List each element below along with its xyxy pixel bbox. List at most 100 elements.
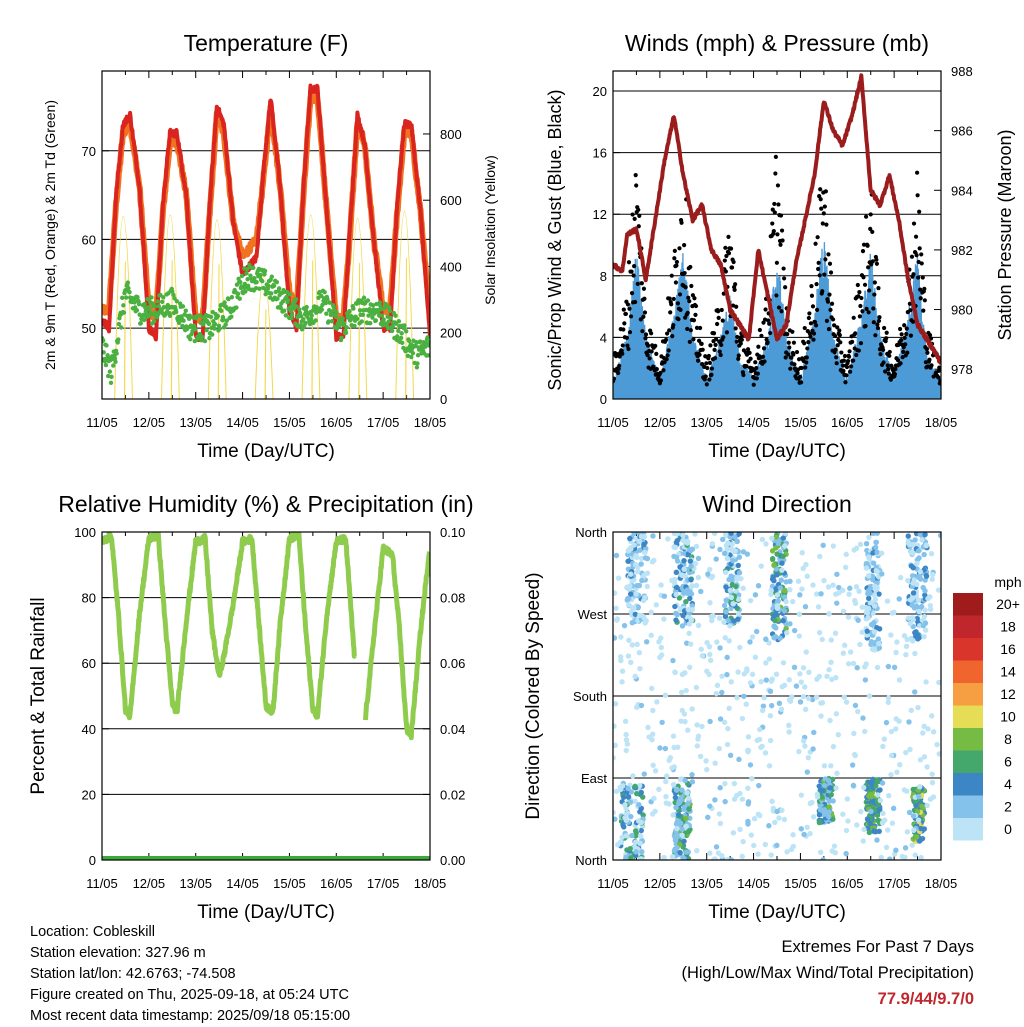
direction-point bbox=[674, 611, 680, 618]
direction-point bbox=[622, 802, 628, 808]
direction-point bbox=[771, 562, 777, 568]
x-tick-label: 15/05 bbox=[273, 415, 306, 430]
direction-point bbox=[929, 713, 935, 719]
direction-point bbox=[755, 851, 761, 857]
x-tick-label: 12/05 bbox=[133, 415, 166, 430]
colorbar-swatch bbox=[953, 683, 983, 706]
direction-point bbox=[770, 805, 777, 812]
gust-point bbox=[705, 365, 710, 371]
gust-point bbox=[707, 360, 713, 366]
td-point bbox=[224, 318, 230, 323]
gust-point bbox=[617, 354, 622, 359]
td-point bbox=[229, 295, 235, 300]
direction-point bbox=[677, 849, 683, 856]
direction-point bbox=[725, 725, 731, 732]
td-point bbox=[379, 307, 384, 312]
direction-point bbox=[921, 754, 928, 760]
gust-point bbox=[751, 382, 756, 387]
gust-point bbox=[929, 363, 934, 368]
td-point bbox=[423, 340, 429, 346]
direction-point bbox=[795, 578, 802, 584]
td-point bbox=[371, 311, 377, 316]
gust-point bbox=[893, 367, 898, 372]
direction-point bbox=[854, 822, 860, 828]
td-point bbox=[320, 302, 325, 308]
colorbar-swatch bbox=[953, 750, 983, 773]
direction-point bbox=[734, 695, 740, 701]
gust-point bbox=[931, 374, 936, 379]
direction-point bbox=[733, 583, 739, 590]
direction-point bbox=[833, 711, 840, 717]
y-tick-label: 8 bbox=[600, 269, 607, 284]
gust-point bbox=[693, 312, 698, 318]
td-point bbox=[234, 305, 239, 310]
td-point bbox=[351, 306, 356, 311]
direction-point bbox=[736, 756, 742, 763]
direction-point bbox=[633, 849, 639, 855]
colorbar: mph 20+ 18 16 14 12 10 8 6 4 2 0 bbox=[953, 574, 1022, 841]
gust-point bbox=[778, 213, 784, 218]
direction-point bbox=[766, 763, 773, 769]
gust-point bbox=[736, 356, 741, 361]
gust-point bbox=[828, 270, 834, 275]
gust-point bbox=[638, 317, 643, 322]
gust-point bbox=[859, 295, 864, 301]
direction-point bbox=[780, 535, 786, 541]
td-point bbox=[215, 313, 221, 319]
direction-point bbox=[810, 814, 817, 820]
direction-point bbox=[842, 564, 849, 571]
direction-point bbox=[897, 761, 903, 768]
direction-point bbox=[658, 582, 664, 588]
direction-point bbox=[817, 806, 824, 813]
td-point bbox=[399, 331, 404, 336]
direction-point bbox=[703, 758, 709, 764]
td-point bbox=[121, 303, 126, 308]
gust-point bbox=[687, 339, 692, 344]
td-point bbox=[183, 308, 188, 313]
direction-point bbox=[636, 649, 643, 656]
gust-point bbox=[712, 347, 717, 352]
td-point bbox=[138, 320, 143, 326]
direction-point bbox=[657, 654, 663, 661]
direction-point bbox=[730, 601, 736, 607]
colorbar-title: mph bbox=[994, 574, 1021, 590]
gust-point bbox=[872, 280, 877, 285]
direction-point bbox=[643, 617, 649, 624]
direction-point bbox=[685, 727, 691, 733]
gust-point bbox=[902, 323, 907, 328]
td-point bbox=[395, 334, 400, 339]
direction-point bbox=[624, 597, 630, 603]
gust-point bbox=[626, 260, 632, 265]
direction-point bbox=[871, 619, 877, 626]
direction-point bbox=[693, 684, 700, 691]
gust-point bbox=[728, 246, 734, 251]
gust-point bbox=[834, 355, 839, 360]
direction-point bbox=[889, 610, 895, 616]
direction-point bbox=[739, 715, 746, 722]
td-point bbox=[135, 294, 140, 300]
direction-point bbox=[913, 629, 919, 635]
gust-point bbox=[875, 325, 881, 331]
gust-point bbox=[815, 235, 820, 240]
direction-point bbox=[684, 790, 690, 796]
colorbar-swatch bbox=[953, 728, 983, 751]
direction-point bbox=[628, 813, 634, 820]
direction-point bbox=[816, 812, 823, 818]
winds-data bbox=[613, 73, 941, 399]
x-tick-label: 15/05 bbox=[784, 876, 817, 891]
td-point bbox=[247, 264, 253, 270]
direction-point bbox=[811, 729, 817, 736]
gust-point bbox=[901, 349, 906, 355]
direction-point bbox=[710, 613, 717, 619]
gust-point bbox=[772, 201, 777, 207]
direction-point bbox=[758, 563, 764, 569]
td-point bbox=[154, 315, 160, 320]
gust-point bbox=[813, 323, 819, 328]
direction-point bbox=[689, 771, 695, 778]
direction-point bbox=[913, 633, 919, 639]
gust-point bbox=[770, 221, 775, 226]
direction-point bbox=[643, 639, 650, 645]
gust-point bbox=[723, 245, 728, 250]
td-point bbox=[202, 338, 208, 344]
